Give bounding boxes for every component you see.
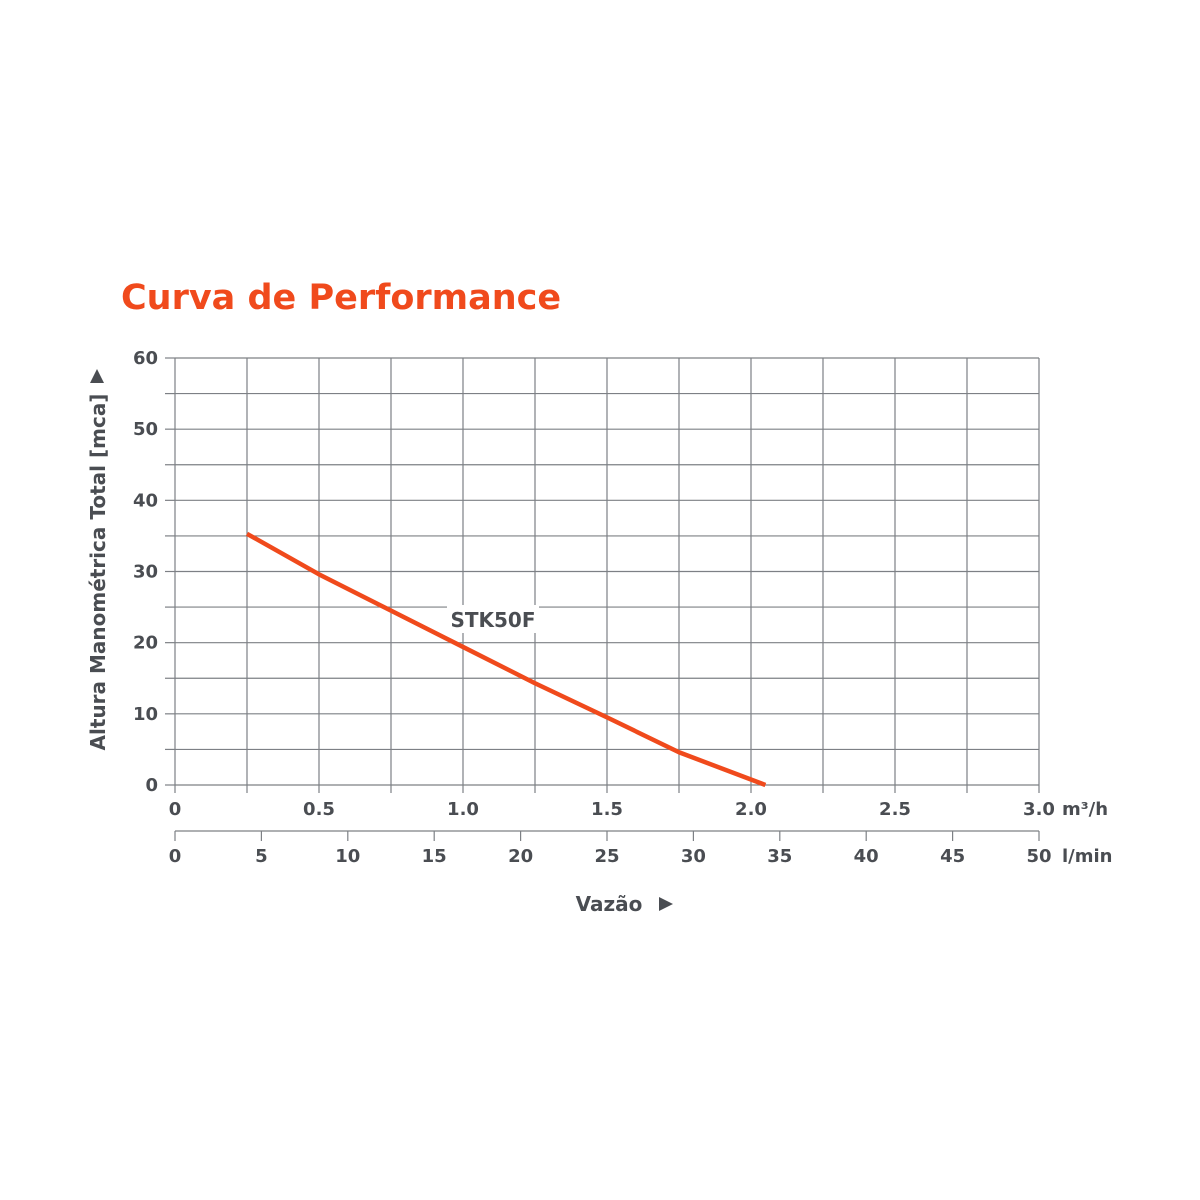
y-tick-label: 20 [133,633,158,654]
y-tick-label: 30 [133,562,158,583]
x-tick-label-m3h: 1.5 [591,799,623,820]
x-tick-label-m3h: 3.0 [1023,799,1055,820]
x-tick-label-lmin: 10 [335,846,360,867]
x-tick-label-lmin: 5 [255,846,268,867]
y-tick-label: 10 [133,704,158,725]
chart-title: Curva de Performance [121,278,562,318]
x-tick-label-lmin: 15 [422,846,447,867]
y-axis-title: Altura Manométrica Total [mca] [86,394,110,751]
x-axis-title: Vazão [576,892,643,916]
x-tick-label-m3h: 1.0 [447,799,479,820]
x-tick-label-m3h: 0.5 [303,799,335,820]
y-axis-arrow-icon [90,369,104,383]
x-tick-label-lmin: 25 [594,846,619,867]
x-axis-arrow-icon [659,897,673,911]
series-label-background [447,605,539,633]
y-tick-label: 50 [133,419,158,440]
x-unit-m3h: m³/h [1062,799,1108,820]
x-tick-label-m3h: 2.5 [879,799,911,820]
x-tick-label-lmin: 0 [169,846,182,867]
x-tick-label-lmin: 30 [681,846,706,867]
x-tick-label-m3h: 0 [169,799,182,820]
x-tick-label-lmin: 45 [940,846,965,867]
y-tick-label: 0 [145,775,158,796]
x-tick-label-lmin: 20 [508,846,533,867]
series-label: STK50F [450,608,535,632]
series-line-stk50f [245,531,767,788]
x-unit-lmin: l/min [1062,846,1112,867]
x-tick-label-lmin: 50 [1026,846,1051,867]
x-tick-label-lmin: 35 [767,846,792,867]
x-tick-label-lmin: 40 [854,846,879,867]
x-tick-label-m3h: 2.0 [735,799,767,820]
y-tick-label: 60 [133,348,158,369]
y-tick-label: 40 [133,490,158,511]
